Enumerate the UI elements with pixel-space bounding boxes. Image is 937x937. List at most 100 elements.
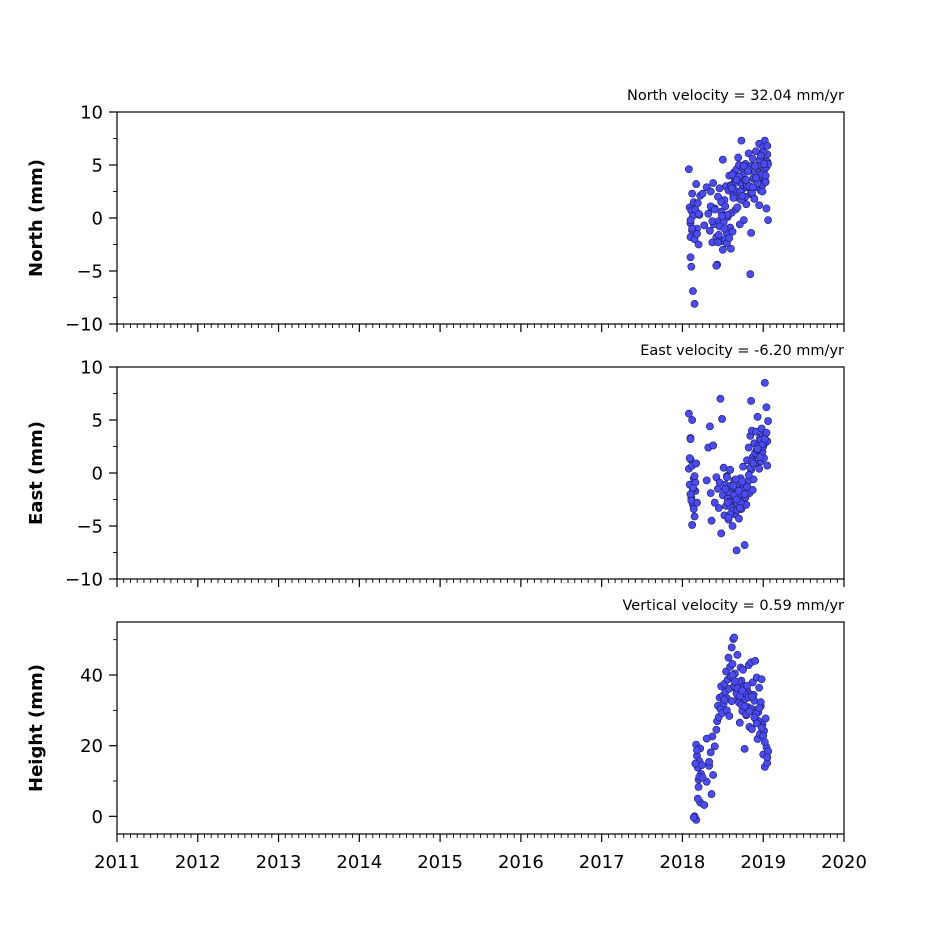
height-data-point [700,801,709,809]
east-data-point [702,476,711,485]
east-data-point [710,498,719,507]
height-data-point [748,692,756,701]
height-data-point [727,697,736,706]
height-data-point [728,660,737,668]
east-data-point [748,486,757,494]
height-data-point [712,725,721,734]
height-data-point [755,703,764,712]
height-data-point [706,748,715,757]
north-y-axis-label: North (mm) [26,159,47,277]
north-y-tick-label: 0 [92,209,103,230]
height-y-tick-label: 40 [80,666,103,687]
east-y-tick-label: 0 [92,464,103,485]
east-data-point [744,471,753,480]
height-data-point [760,738,769,747]
north-data-point [709,179,718,187]
north-data-point [747,228,756,237]
height-data-point [743,681,751,690]
height-data-point [697,761,706,769]
east-data-point [749,459,758,468]
east-data-point [686,435,695,443]
north-data-point [737,136,746,145]
x-tick-label: 2020 [821,852,867,873]
east-data-point [722,473,731,482]
east-data-point [729,481,738,490]
east-data-point [760,378,769,387]
north-data-point [728,227,737,236]
east-data-point [688,416,697,424]
height-data-point [731,677,739,686]
east-data-point [707,516,716,525]
north-data-point [693,199,702,208]
north-data-point [700,221,709,230]
x-tick-label: 2013 [256,852,302,873]
north-data-point [729,193,738,202]
east-data-point [717,529,726,538]
east-data-point [723,498,732,507]
north-data-point [739,162,748,170]
east-data-point [721,484,730,493]
x-tick-label: 2011 [94,852,140,873]
east-data-point [709,441,718,450]
north-data-point [733,203,742,212]
height-data-point [720,695,729,704]
north-data-point [706,187,715,196]
height-data-point [733,650,742,659]
east-data-point [728,522,737,530]
north-data-point [752,173,760,182]
east-data-point [706,489,715,498]
north-data-point [720,224,729,233]
x-tick-label: 2012 [175,852,221,873]
north-data-point [689,287,697,296]
north-data-point [762,204,771,213]
north-data-point [761,171,770,180]
east-data-point [690,512,699,521]
north-data-point [688,224,697,233]
east-data-point [732,546,741,555]
north-data-point [710,205,719,214]
height-data-point [693,794,702,803]
east-data-point [714,484,722,493]
height-data-point [752,719,761,728]
x-tick-label: 2017 [579,852,625,873]
north-data-point [756,151,765,160]
north-data-point [732,175,741,184]
east-data-point [763,461,772,470]
north-y-tick-label: −10 [65,315,103,336]
north-data-point [763,142,772,150]
east-data-point [753,444,762,453]
north-data-point [748,154,757,163]
height-data-point [707,790,716,798]
north-y-tick-label: 10 [80,103,103,124]
north-data-point [686,253,695,262]
height-data-point [755,683,764,692]
east-data-point [740,490,749,499]
east-data-point [760,435,769,443]
east-y-tick-label: −10 [65,570,103,591]
north-data-point [694,209,703,218]
height-data-point [727,643,736,652]
x-tick-label: 2018 [660,852,706,873]
north-data-point [738,191,747,200]
north-data-point [715,184,724,193]
height-data-point [710,742,719,751]
north-data-point [758,187,767,196]
height-data-point [724,653,733,662]
north-data-point [721,202,730,211]
east-data-point [738,477,747,486]
east-data-point [739,462,747,471]
east-y-tick-label: 5 [92,411,103,432]
north-data-point [694,240,703,249]
east-data-point [718,415,726,423]
height-data-point [739,665,747,674]
east-data-point [689,483,697,492]
east-data-point [762,428,771,437]
height-data-point [702,734,711,743]
height-data-point [745,707,754,716]
north-data-point [743,167,752,176]
north-data-point [687,262,696,271]
north-data-point [748,183,757,192]
north-data-point [718,211,726,220]
north-y-tick-label: 5 [92,156,103,177]
